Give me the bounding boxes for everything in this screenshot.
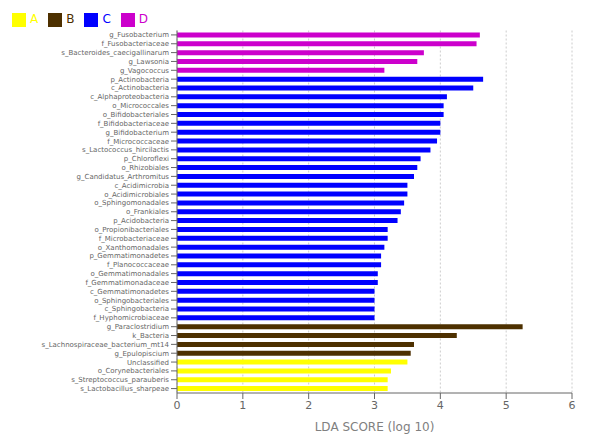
svg-text:o_Bifidobacteriales: o_Bifidobacteriales — [103, 111, 170, 119]
svg-text:g_Candidatus_Arthromitus: g_Candidatus_Arthromitus — [77, 173, 170, 181]
svg-text:s_Streptococcus_parauberis: s_Streptococcus_parauberis — [71, 376, 169, 384]
svg-text:c_Gemmatimonadetes: c_Gemmatimonadetes — [90, 288, 169, 296]
svg-text:2: 2 — [305, 399, 312, 412]
svg-text:Unclassified: Unclassified — [127, 359, 169, 367]
svg-text:g_Fusobacterium: g_Fusobacterium — [109, 31, 169, 39]
svg-text:4: 4 — [437, 399, 444, 412]
svg-text:o_Sphingomonadales: o_Sphingomonadales — [94, 199, 169, 207]
svg-text:g_Lawsonia: g_Lawsonia — [129, 58, 169, 66]
svg-text:f_Bifidobacteriaceae: f_Bifidobacteriaceae — [98, 120, 169, 128]
svg-text:p_Actinobacteria: p_Actinobacteria — [110, 76, 169, 84]
svg-text:s_Lactococcus_hircilactis: s_Lactococcus_hircilactis — [82, 146, 169, 154]
svg-text:3: 3 — [371, 399, 378, 412]
svg-text:p_Gemmatimonadetes: p_Gemmatimonadetes — [89, 252, 169, 260]
svg-text:s_Lactobacillus_sharpeae: s_Lactobacillus_sharpeae — [80, 385, 169, 393]
html-text:B: B — [66, 12, 75, 26]
svg-text:g_Paraclostridium: g_Paraclostridium — [107, 323, 169, 331]
svg-text:o_Micrococcales: o_Micrococcales — [112, 102, 169, 110]
svg-text:6: 6 — [569, 399, 576, 412]
svg-text:o_Gemmatimonadales: o_Gemmatimonadales — [90, 270, 169, 278]
svg-text:c_Actinobacteria: c_Actinobacteria — [111, 84, 169, 92]
svg-text:o_Corynebacteriales: o_Corynebacteriales — [98, 367, 170, 375]
html-text:A: A — [30, 12, 39, 26]
svg-text:p_Chloroflexi: p_Chloroflexi — [124, 155, 169, 163]
svg-text:s_Bacteroides_caecigallinarum: s_Bacteroides_caecigallinarum — [61, 49, 169, 57]
svg-text:f_Micrococcaceae: f_Micrococcaceae — [107, 138, 169, 146]
svg-text:c_Alphaproteobacteria: c_Alphaproteobacteria — [90, 93, 169, 101]
svg-text:f_Fusobacteriaceae: f_Fusobacteriaceae — [102, 40, 169, 48]
svg-text:g_Vagococcus: g_Vagococcus — [120, 67, 169, 75]
svg-text:o_Xanthomonadales: o_Xanthomonadales — [98, 244, 170, 252]
svg-text:0: 0 — [174, 399, 181, 412]
svg-text:g_Epulopiscium: g_Epulopiscium — [114, 350, 169, 358]
html-text:C: C — [102, 12, 111, 26]
svg-text:5: 5 — [503, 399, 510, 412]
svg-text:f_Hyphomicrobiaceae: f_Hyphomicrobiaceae — [93, 314, 169, 322]
svg-text:o_Propionibacteriales: o_Propionibacteriales — [94, 226, 169, 234]
svg-text:o_Acidimicrobiales: o_Acidimicrobiales — [104, 191, 169, 199]
svg-text:1: 1 — [239, 399, 246, 412]
svg-text:o_Frankiales: o_Frankiales — [126, 208, 169, 216]
svg-text:k_Bacteria: k_Bacteria — [132, 332, 169, 340]
svg-text:f_Gemmatimonadaceae: f_Gemmatimonadaceae — [85, 279, 169, 287]
html-text:D: D — [138, 12, 149, 26]
svg-text:c_Acidimicrobia: c_Acidimicrobia — [115, 182, 170, 190]
svg-text:o_Sphingobacteriales: o_Sphingobacteriales — [94, 297, 169, 305]
svg-text:g_Bifidobacterium: g_Bifidobacterium — [105, 129, 169, 137]
svg-text:f_Microbacteriaceae: f_Microbacteriaceae — [99, 235, 169, 243]
svg-text:f_Planococcaceae: f_Planococcaceae — [107, 261, 169, 269]
svg-text:LDA SCORE (log 10): LDA SCORE (log 10) — [315, 420, 435, 434]
svg-text:o_Rhizobiales: o_Rhizobiales — [121, 164, 169, 172]
svg-text:p_Acidobacteria: p_Acidobacteria — [113, 217, 169, 225]
svg-text:c_Sphingobacteria: c_Sphingobacteria — [104, 305, 169, 313]
svg-text:s_Lachnospiraceae_bacterium_mt: s_Lachnospiraceae_bacterium_mt14 — [42, 341, 170, 349]
